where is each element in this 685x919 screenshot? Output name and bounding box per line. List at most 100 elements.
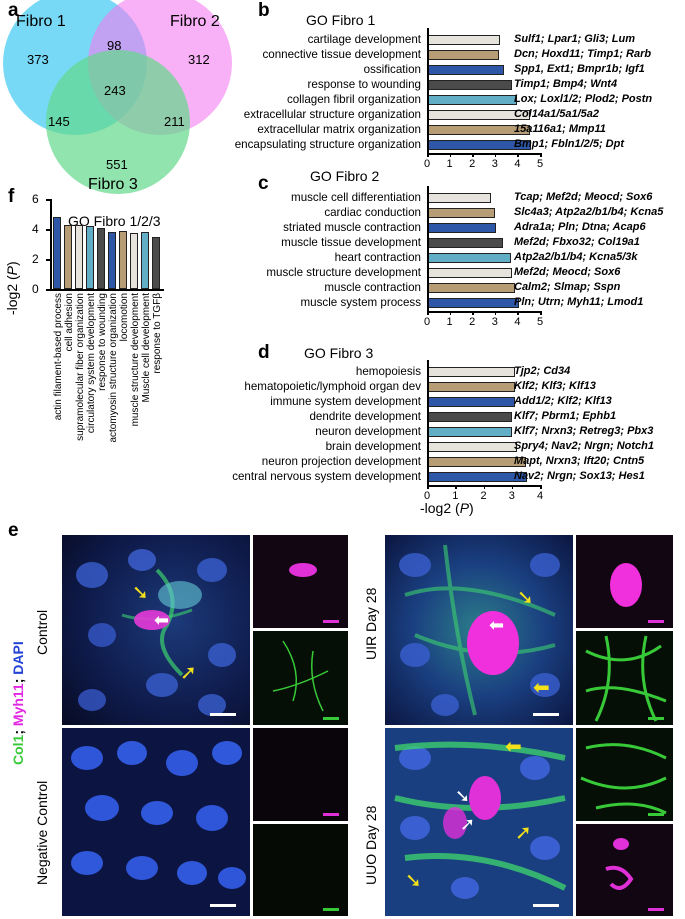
micrograph-uuo-green — [576, 728, 673, 821]
arrow-icon: ➚ — [460, 814, 476, 834]
term-bar — [427, 382, 515, 392]
venn-label-fibro2: Fibro 2 — [170, 13, 220, 30]
term-label: collagen fibril organization — [286, 93, 421, 106]
term-bar — [427, 298, 519, 308]
term-bar — [427, 457, 526, 467]
term-genes: Mapt, Nrxn3; Ift20; Cntn5 — [514, 455, 645, 467]
y-tick-mark — [46, 289, 50, 291]
term-label: actin filament-based process — [53, 293, 64, 421]
venn-label-fibro3: Fibro 3 — [88, 176, 138, 193]
x-tick-mark — [517, 311, 519, 315]
condition-label-uir: UIR Day 28 — [363, 587, 379, 660]
micrograph-negative-magenta — [253, 728, 348, 821]
venn-label-fibro1: Fibro 1 — [16, 13, 66, 30]
panel-c-letter: c — [258, 173, 269, 194]
term-label: immune system development — [270, 395, 421, 408]
x-tick-mark — [540, 485, 542, 489]
venn-count-12: 98 — [107, 38, 122, 53]
term-label: muscle tissue development — [281, 236, 421, 249]
term-bar — [427, 65, 504, 75]
term-genes: Tcap; Mef2d; Meocd; Sox6 — [514, 191, 653, 203]
term-bar — [64, 224, 72, 289]
term-genes: Atp2a2/b1/b4; Kcna5/3k — [514, 251, 638, 263]
micrograph-uir-magenta — [576, 535, 673, 628]
term-label: locomotion — [119, 293, 130, 342]
x-tick-label: 0 — [423, 490, 431, 502]
term-genes: Timp1; Bmp4; Wnt4 — [514, 78, 618, 90]
term-genes: Mef2d; Fbxo32; Col19a1 — [514, 236, 640, 248]
go-combined-title: GO Fibro 1/2/3 — [68, 213, 161, 229]
term-bar — [427, 367, 515, 377]
x-axis — [50, 289, 164, 291]
micrograph-uuo-magenta — [576, 824, 673, 916]
micrograph-uir-green — [576, 631, 673, 725]
term-label: Muscle cell development — [141, 293, 152, 403]
venn-count-only1: 373 — [27, 52, 49, 67]
venn-count-only3: 551 — [106, 157, 128, 172]
term-label: response to wounding — [307, 78, 421, 91]
x-tick-mark — [517, 153, 519, 157]
term-label: heart contraction — [334, 251, 421, 264]
term-genes: Spry4; Nav2; Nrgn; Notch1 — [514, 440, 654, 452]
term-label: neuron projection development — [261, 455, 421, 468]
y-tick-label: 4 — [32, 222, 39, 236]
venn-count-13: 145 — [48, 114, 70, 129]
micrograph-control-green — [253, 631, 348, 725]
micrograph-control-magenta — [253, 535, 348, 628]
stain-legend: Col1; Myh11; DAPI — [10, 641, 26, 765]
venn-count-123: 243 — [104, 83, 126, 98]
x-tick-mark — [540, 311, 542, 315]
venn-diagram — [3, 0, 232, 194]
arrow-icon: ➘ — [132, 582, 149, 604]
x-tick-label: 1 — [446, 158, 453, 170]
x-tick-label: 4 — [536, 490, 544, 502]
arrow-icon: ➘ — [455, 786, 471, 806]
term-genes: Dcn; Hoxd11; Timp1; Rarb — [514, 48, 652, 60]
x-tick-mark — [427, 153, 429, 157]
stain-myh11: Myh11 — [10, 683, 26, 727]
term-genes: Adra1a; Pln; Dtna; Acap6 — [514, 221, 646, 233]
term-bar — [427, 50, 500, 60]
term-bar — [427, 193, 492, 203]
term-bar — [427, 268, 512, 278]
term-label: muscle structure development — [130, 293, 141, 427]
x-tick-label: 1 — [452, 490, 459, 502]
x-tick-mark — [494, 311, 497, 315]
arrow-icon: ➚ — [515, 822, 532, 844]
y-tick-label: 0 — [32, 282, 39, 296]
term-bar — [427, 35, 501, 45]
x-tick-label: 5 — [536, 316, 544, 328]
term-genes: Tjp2; Cd34 — [514, 365, 571, 377]
term-bar — [97, 228, 105, 289]
panel-e-letter: e — [8, 520, 19, 541]
micrograph-uuo-merge: ⬅ ➘ ➚ ➚ ➘ — [385, 728, 573, 916]
term-genes: Add1/2; Klf2; Klf13 — [514, 395, 612, 407]
venn-circle-fibro3 — [46, 50, 190, 194]
term-genes: Bmp1; Fbln1/2/5; Dpt — [514, 138, 625, 150]
term-label: dendrite development — [309, 410, 421, 423]
y-tick-mark — [46, 229, 50, 231]
term-label: cell adhesion — [64, 293, 75, 352]
term-label: connective tissue development — [262, 48, 421, 61]
term-label: cardiac conduction — [324, 206, 421, 219]
term-genes: Klf7; Pbrm1; Ephb1 — [514, 410, 617, 422]
condition-label-uuo: UUO Day 28 — [363, 805, 379, 885]
condition-label-control: Control — [34, 609, 50, 655]
term-label: muscle contraction — [324, 281, 421, 294]
term-label: cartilage development — [307, 33, 421, 46]
term-label: circulatory system development — [86, 293, 97, 434]
x-tick-label: 4 — [514, 158, 521, 170]
term-label: striated muscle contraction — [283, 221, 421, 234]
micrograph-negative-merge — [62, 728, 250, 916]
term-label: neuron development — [315, 425, 421, 438]
term-bar — [427, 95, 518, 105]
term-label: response to TGFβ — [152, 293, 163, 374]
term-bar — [427, 208, 495, 218]
x-axis — [427, 153, 540, 155]
go-fibro3-xlabel: -log2 (P) — [420, 500, 474, 516]
venn-count-only2: 312 — [188, 52, 210, 67]
panel-a-letter: a — [8, 0, 19, 21]
x-tick-label: 2 — [480, 490, 487, 502]
term-label: muscle structure development — [266, 266, 421, 279]
panel-b-letter: b — [258, 0, 270, 21]
